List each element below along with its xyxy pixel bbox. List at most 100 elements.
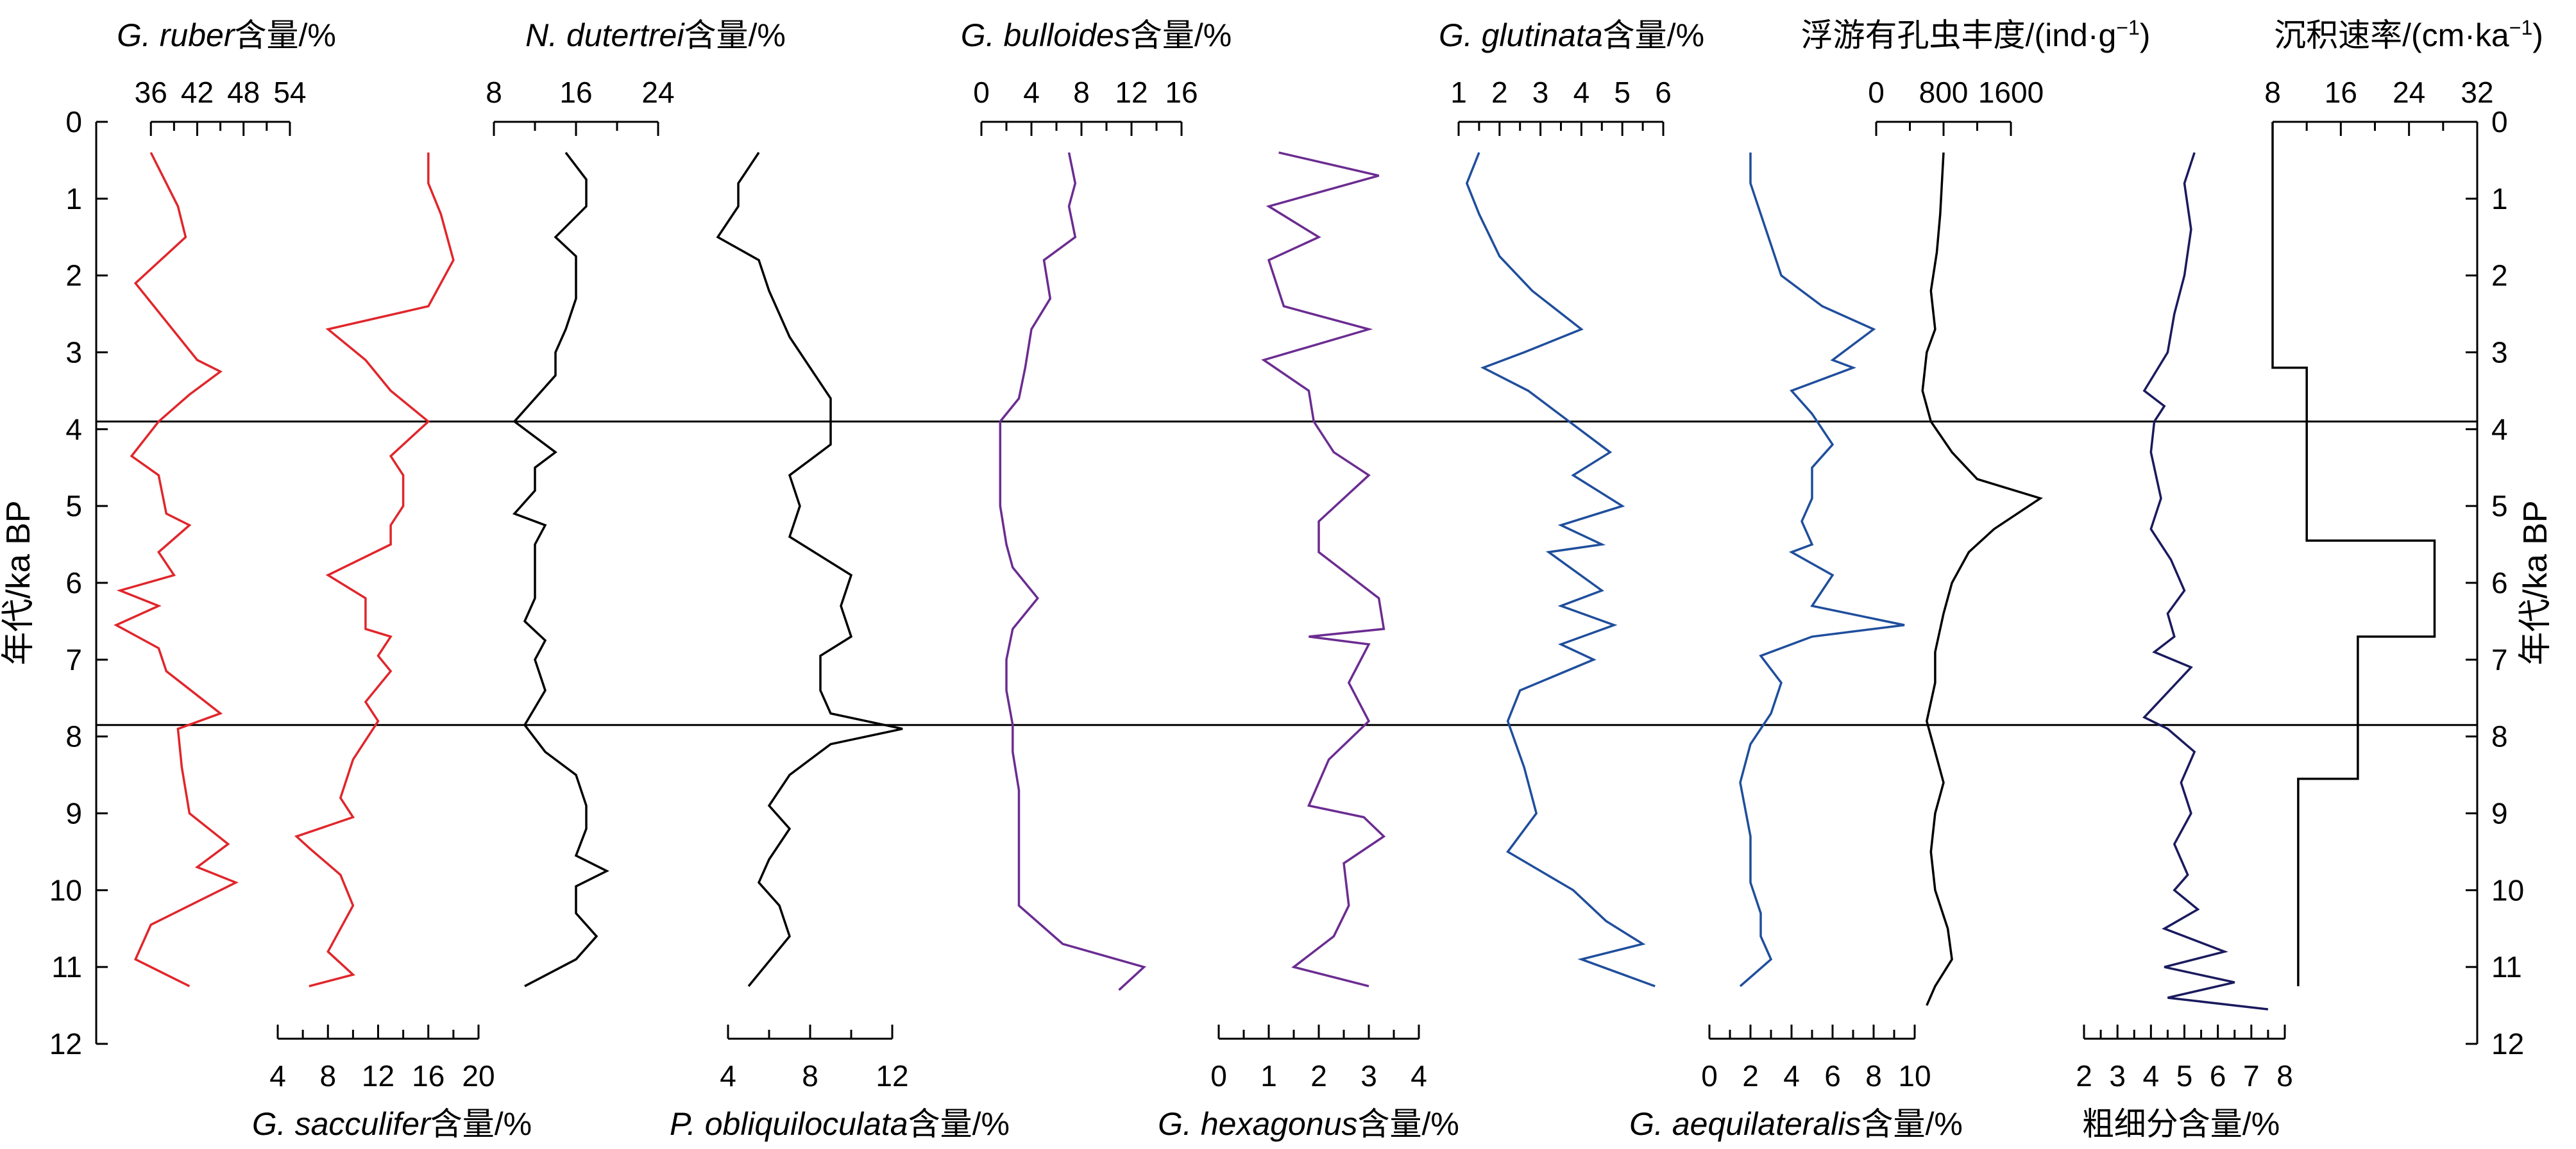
panel-title: G. sacculifer含量/%: [252, 1106, 532, 1142]
right-age-tick-label: 10: [2491, 873, 2524, 907]
panel-tick-label: 8: [486, 76, 502, 109]
panel-title: N. dutertrei含量/%: [525, 17, 786, 53]
series-line-4: [716, 151, 903, 987]
right-age-tick-label: 7: [2491, 643, 2508, 676]
panel-tick-label: 2: [1310, 1059, 1327, 1093]
right-age-tick-label: 12: [2491, 1027, 2524, 1061]
left-age-tick-label: 0: [65, 105, 82, 138]
panel-title: G. ruber含量/%: [117, 17, 336, 53]
left-age-axis-label: 年代/ka BP: [0, 500, 37, 665]
panel-title: G. aequilateralis含量/%: [1629, 1106, 1963, 1142]
right-age-tick-label: 9: [2491, 797, 2508, 830]
panel-tick-label: 4: [2143, 1059, 2160, 1093]
series-line-10: [2142, 152, 2269, 1011]
panel-title: G. hexagonus含量/%: [1158, 1106, 1459, 1142]
panel-tick-label: 0: [1210, 1059, 1227, 1093]
panel-tick-label: 0: [1868, 76, 1885, 109]
panel-tick-label: 1: [1450, 76, 1467, 109]
panel-tick-label: 8: [2276, 1059, 2293, 1093]
left-age-tick-label: 8: [65, 720, 82, 753]
panel-title: G. glutinata含量/%: [1439, 17, 1704, 53]
panel-tick-label: 32: [2461, 76, 2493, 109]
left-age-tick-label: 6: [65, 566, 82, 600]
panel-tick-label: 1600: [1978, 76, 2044, 109]
panel-tick-label: 16: [2325, 76, 2357, 109]
panel-tick-label: 6: [1655, 76, 1672, 109]
panel-tick-label: 42: [181, 76, 214, 109]
panel-tick-label: 3: [1532, 76, 1549, 109]
panel-tick-label: 5: [2176, 1059, 2193, 1093]
panel-tick-label: 48: [227, 76, 260, 109]
panel-tick-label: 20: [462, 1059, 495, 1093]
series-line-5: [999, 152, 1146, 991]
series-line-6: [1261, 151, 1386, 987]
panel-tick-label: 24: [641, 76, 674, 109]
panel-tick-label: 8: [2264, 76, 2281, 109]
panel-tick-label: 6: [2210, 1059, 2226, 1093]
series-line-2: [294, 152, 455, 987]
panel-tick-label: 36: [135, 76, 167, 109]
series-line-11: [2271, 122, 2436, 987]
panel-tick-label: 2: [1491, 76, 1508, 109]
panel-tick-label: 2: [1742, 1059, 1759, 1093]
panel-tick-label: 4: [720, 1059, 736, 1093]
left-age-tick-label: 9: [65, 797, 82, 830]
right-age-tick-label: 5: [2491, 489, 2508, 523]
panel-tick-label: 12: [362, 1059, 394, 1093]
panel-tick-label: 54: [273, 76, 306, 109]
series-line-8: [1739, 152, 1905, 987]
panel-tick-label: 16: [559, 76, 592, 109]
series-line-7: [1465, 152, 1656, 987]
panel-tick-label: 12: [876, 1059, 908, 1093]
right-age-tick-label: 3: [2491, 336, 2508, 369]
panel-tick-label: 8: [319, 1059, 336, 1093]
panel-tick-label: 2: [2076, 1059, 2092, 1093]
left-age-tick-label: 7: [65, 643, 82, 676]
panel-tick-label: 3: [1360, 1059, 1377, 1093]
panel-tick-label: 1: [1260, 1059, 1277, 1093]
panel-tick-label: 6: [1824, 1059, 1841, 1093]
panel-title: 浮游有孔虫丰度/(ind·g−1): [1801, 16, 2151, 53]
panel-tick-label: 4: [1783, 1059, 1800, 1093]
panel-tick-label: 24: [2393, 76, 2425, 109]
series-line-3: [512, 151, 609, 987]
panel-tick-label: 0: [1701, 1059, 1718, 1093]
panel-tick-label: 4: [1411, 1059, 1427, 1093]
panel-tick-label: 12: [1115, 76, 1148, 109]
panel-tick-label: 8: [1073, 76, 1090, 109]
left-age-tick-label: 5: [65, 489, 82, 523]
right-age-tick-label: 11: [2491, 950, 2522, 984]
right-age-tick-label: 0: [2491, 105, 2508, 138]
right-age-axis-label: 年代/ka BP: [2517, 500, 2554, 665]
plot-lines: [96, 420, 2477, 726]
left-age-tick-label: 11: [51, 950, 82, 984]
panel-tick-label: 4: [1023, 76, 1040, 109]
right-age-tick-label: 8: [2491, 720, 2508, 753]
left-age-tick-label: 10: [49, 873, 82, 907]
panel-tick-label: 16: [1165, 76, 1198, 109]
panel-title: G. bulloides含量/%: [961, 17, 1232, 53]
panel-tick-label: 10: [1898, 1059, 1931, 1093]
panel-title: P. obliquiloculata含量/%: [670, 1106, 1010, 1142]
right-age-tick-label: 4: [2491, 412, 2508, 446]
left-age-tick-label: 1: [65, 182, 82, 215]
panel-tick-label: 8: [802, 1059, 818, 1093]
left-age-tick-label: 3: [65, 336, 82, 369]
series-layer: [114, 122, 2436, 1011]
left-age-tick-label: 4: [65, 412, 82, 446]
panel-tick-label: 8: [1865, 1059, 1882, 1093]
panel-tick-label: 800: [1919, 76, 1969, 109]
right-age-tick-label: 6: [2491, 566, 2508, 600]
panel-axes: 36 42 48 54G. ruber含量/%4 8 12 16 20G. sacculife…: [117, 16, 2543, 1142]
panel-tick-label: 4: [269, 1059, 286, 1093]
series-line-1: [114, 152, 239, 987]
panel-tick-label: 4: [1573, 76, 1590, 109]
series-line-9: [1921, 152, 2043, 1006]
panel-title: 粗细分含量/%: [2082, 1106, 2280, 1142]
right-age-tick-label: 1: [2491, 182, 2508, 215]
left-age-tick-label: 2: [65, 259, 82, 292]
panel-title: 沉积速率/(cm·ka−1): [2274, 16, 2543, 53]
panel-tick-label: 7: [2243, 1059, 2260, 1093]
